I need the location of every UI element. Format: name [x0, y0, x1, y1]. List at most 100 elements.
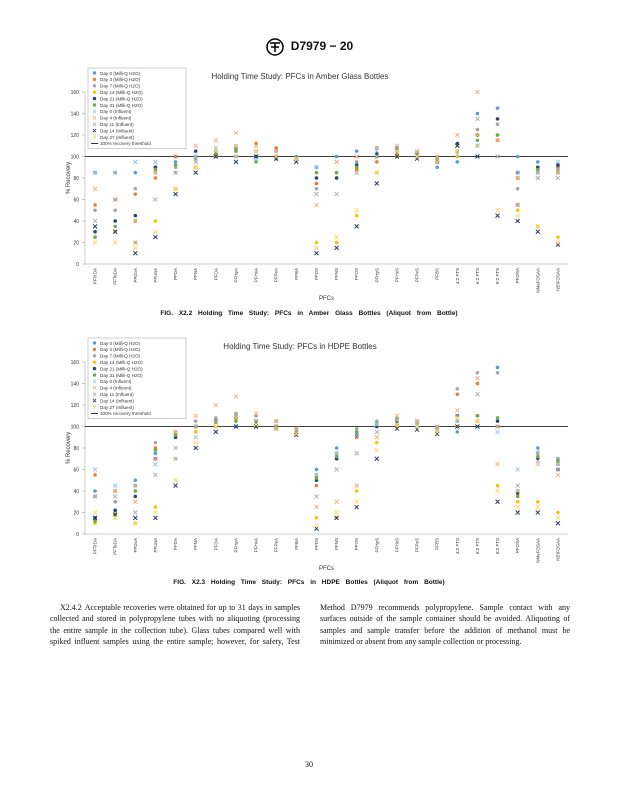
legend-marker: [92, 354, 97, 358]
astm-logo: [266, 38, 284, 56]
data-point: [193, 159, 199, 165]
data-point: [354, 160, 359, 164]
data-point: [354, 224, 360, 229]
data-point: [334, 451, 339, 456]
data-point: [213, 424, 219, 429]
legend-marker: [92, 347, 97, 352]
data-point: [535, 175, 541, 181]
paragraph-number: X2.4.2: [60, 603, 82, 612]
data-point: [314, 181, 319, 186]
data-point: [535, 170, 541, 175]
x-tick-label: PFHxS: [394, 268, 399, 282]
data-point: [233, 415, 239, 421]
data-point: [93, 229, 97, 234]
data-point: [314, 467, 319, 472]
y-tick-label: 100: [71, 155, 80, 161]
data-point: [133, 489, 138, 493]
legend-label: Day 14 (Milli-Q H2O): [100, 360, 143, 365]
x-tick-label: 8:2 FTS: [495, 538, 500, 554]
data-point: [374, 456, 380, 462]
x-tick-label: 4:2 FTS: [455, 538, 460, 554]
data-point: [132, 218, 138, 224]
data-point: [354, 170, 360, 175]
data-point: [556, 510, 560, 515]
x-tick-label: 6:2 FTS: [475, 538, 480, 554]
data-point: [495, 461, 500, 467]
legend-box: [87, 67, 187, 150]
series: [93, 419, 560, 526]
series: [92, 132, 561, 251]
data-point: [434, 429, 440, 435]
data-point: [535, 447, 541, 453]
data-point: [555, 520, 561, 526]
series: [93, 133, 560, 245]
data-point: [555, 515, 561, 521]
data-point: [495, 213, 500, 218]
data-point: [475, 132, 480, 138]
data-point: [153, 510, 158, 515]
legend-marker: [92, 360, 97, 364]
data-point: [233, 143, 239, 149]
data-point: [334, 176, 339, 180]
data-point: [475, 413, 480, 418]
data-point: [153, 461, 158, 467]
data-point: [475, 116, 480, 122]
data-point: [334, 159, 339, 165]
x-tick-label: NEtFOSAA: [555, 538, 560, 561]
data-point: [233, 130, 239, 136]
data-point: [153, 219, 158, 223]
data-point: [556, 167, 560, 172]
data-point: [374, 429, 380, 435]
x-tick-label: PFUnA: [153, 538, 158, 553]
legend-label: Day 4 (Influent): [100, 116, 132, 121]
data-point: [495, 419, 500, 423]
legend-marker: [92, 385, 97, 390]
data-point: [193, 170, 199, 175]
data-point: [93, 519, 97, 523]
series: [93, 133, 560, 239]
data-point: [515, 186, 520, 191]
data-point: [193, 424, 199, 429]
data-point: [495, 154, 500, 159]
data-point: [112, 488, 118, 494]
legend-marker: [92, 128, 97, 133]
data-point: [536, 167, 540, 172]
data-point: [113, 208, 117, 213]
data-point: [556, 459, 560, 463]
data-point: [153, 448, 158, 452]
data-point: [515, 467, 521, 472]
data-point: [93, 489, 97, 493]
legend-label: Day 11 (Influent): [100, 122, 134, 127]
data-point: [394, 148, 400, 154]
data-point: [515, 154, 520, 159]
data-point: [193, 419, 198, 423]
data-point: [112, 515, 118, 521]
data-point: [314, 240, 319, 245]
y-tick-label: 80: [73, 446, 79, 452]
data-point: [153, 456, 158, 462]
data-point: [475, 391, 480, 397]
data-point: [253, 422, 259, 427]
x-tick-label: PFNS: [334, 538, 339, 550]
data-point: [415, 150, 419, 154]
paragraph: X2.4.2 Acceptable recoveries were obtaine…: [50, 602, 570, 648]
x-tick-label: PFTeDA: [113, 538, 118, 555]
data-point: [374, 422, 380, 427]
data-point: [133, 478, 138, 483]
data-point: [153, 159, 158, 165]
legend-marker: [92, 405, 97, 409]
legend-label: Day 11 (Influent): [100, 392, 134, 397]
data-point: [354, 430, 359, 434]
data-point: [495, 122, 500, 127]
data-point: [495, 424, 500, 429]
data-point: [213, 138, 219, 143]
data-point: [555, 175, 561, 181]
x-tick-label: PFOA: [213, 268, 218, 280]
x-tick-label: PFHxS: [394, 538, 399, 552]
data-point: [314, 516, 319, 520]
data-point: [374, 434, 380, 440]
x-axis-label: PFCs: [319, 566, 334, 572]
y-tick-label: 60: [73, 468, 79, 474]
data-point: [495, 370, 500, 375]
